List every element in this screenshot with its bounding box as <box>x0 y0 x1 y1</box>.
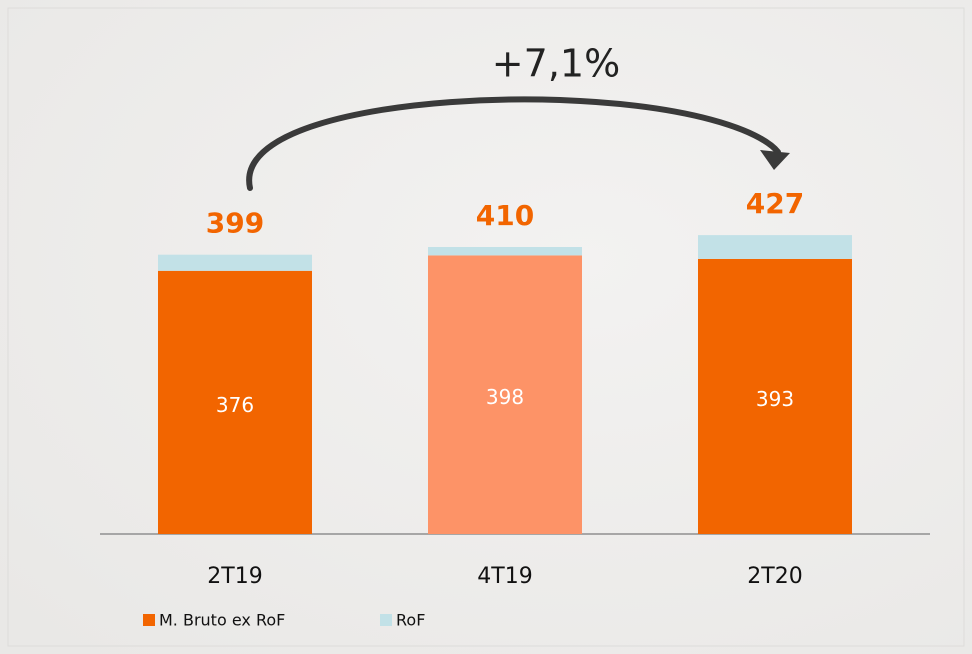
legend-label: RoF <box>396 611 425 630</box>
bar-segment <box>698 235 852 259</box>
x-tick-label: 4T19 <box>477 564 532 589</box>
legend-swatch <box>380 614 392 626</box>
x-tick-label: 2T20 <box>747 564 802 589</box>
total-label: 427 <box>746 187 804 220</box>
page: +7,1% 376 399 2T19 398 410 4T19 393 427 2T20 M. B… <box>0 0 972 654</box>
bar-segment <box>158 255 312 271</box>
value-label: 376 <box>216 393 254 417</box>
x-tick-label: 2T19 <box>207 564 262 589</box>
bar-segment <box>428 247 582 255</box>
value-label: 393 <box>756 387 794 411</box>
value-label: 398 <box>486 385 524 409</box>
legend-swatch <box>143 614 155 626</box>
chart: +7,1% 376 399 2T19 398 410 4T19 393 427 2T20 M. B… <box>0 0 972 654</box>
total-label: 410 <box>476 199 534 232</box>
total-label: 399 <box>206 207 264 240</box>
legend-label: M. Bruto ex RoF <box>159 611 285 630</box>
annotation: +7,1% <box>492 42 620 86</box>
